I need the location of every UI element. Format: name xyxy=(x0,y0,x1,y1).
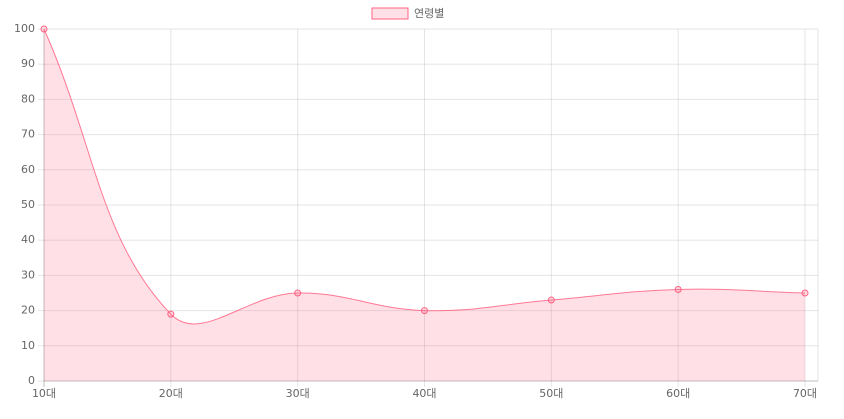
x-tick-label: 40대 xyxy=(412,387,436,400)
y-tick-label: 40 xyxy=(21,233,35,246)
point xyxy=(674,285,682,293)
legend-swatch xyxy=(371,7,409,20)
y-tick-label: 20 xyxy=(21,304,35,317)
x-tick-label: 20대 xyxy=(159,387,183,400)
y-tick-label: 50 xyxy=(21,198,35,211)
x-tick-label: 50대 xyxy=(539,387,563,400)
y-tick-label: 0 xyxy=(28,374,35,387)
y-tick-label: 30 xyxy=(21,268,35,281)
line xyxy=(43,28,806,325)
x-tick-label: 60대 xyxy=(666,387,690,400)
point xyxy=(421,307,428,315)
point xyxy=(40,25,48,33)
point xyxy=(294,289,302,297)
point xyxy=(167,310,175,318)
y-tick-label: 10 xyxy=(21,339,35,352)
y-tick-label: 90 xyxy=(21,57,35,70)
point xyxy=(547,296,555,304)
x-tick-label: 10대 xyxy=(32,387,56,400)
y-tick-label: 100 xyxy=(14,22,35,35)
y-tick-label: 60 xyxy=(21,163,35,176)
x-tick-label: 30대 xyxy=(286,387,310,400)
legend-label: 연령별 xyxy=(414,7,444,20)
point xyxy=(801,289,809,297)
x-tick-label: 70대 xyxy=(793,387,817,400)
y-tick-label: 70 xyxy=(21,128,35,141)
y-tick-label: 80 xyxy=(21,92,35,105)
